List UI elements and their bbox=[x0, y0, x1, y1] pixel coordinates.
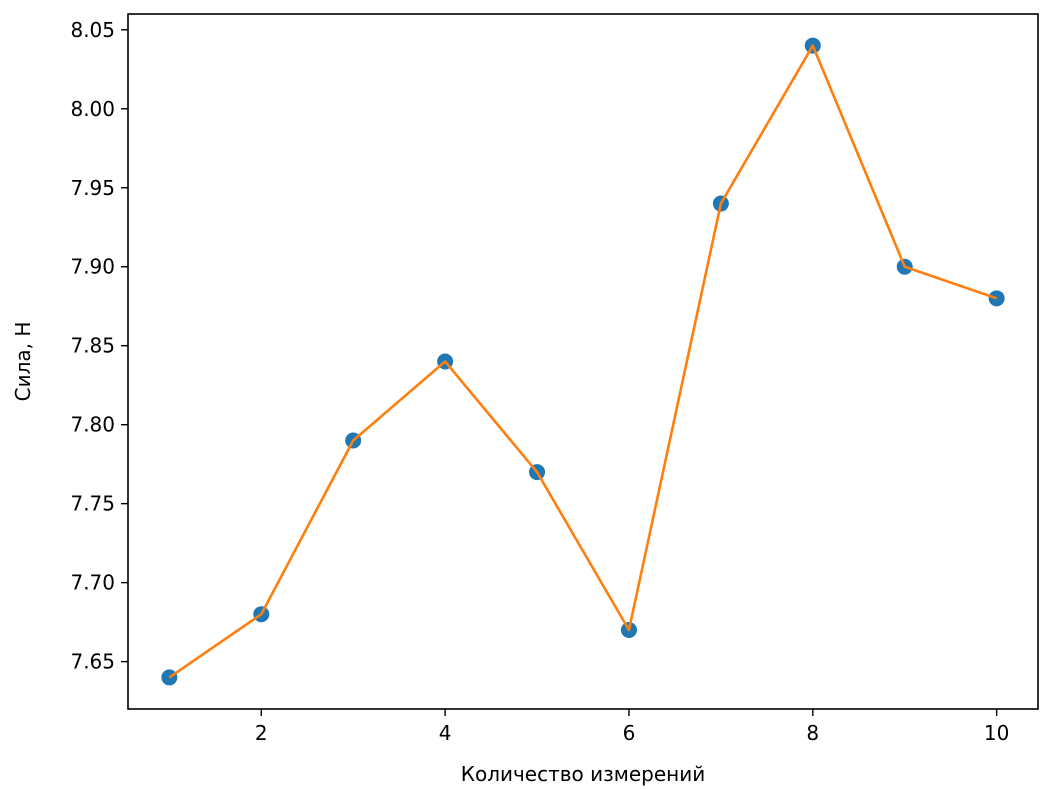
y-tick-label: 7.90 bbox=[70, 255, 115, 279]
x-axis-label: Количество измерений bbox=[461, 762, 705, 786]
series-line bbox=[168, 44, 998, 679]
x-tick-label: 8 bbox=[806, 721, 819, 745]
y-tick-label: 7.65 bbox=[70, 650, 115, 674]
axis-ticks: 2 4 6 8 10 7.65 7.70 7.75 7.80 7.85 7.90 7.95 8.00 8.… bbox=[70, 18, 1009, 745]
y-tick-label: 7.85 bbox=[70, 334, 115, 358]
x-tick-label: 6 bbox=[623, 721, 636, 745]
y-tick-label: 7.95 bbox=[70, 176, 115, 200]
plot-frame bbox=[127, 13, 1039, 710]
y-tick-label: 8.00 bbox=[70, 97, 115, 121]
plot-area bbox=[127, 13, 1039, 710]
y-axis-label: Сила, Н bbox=[11, 322, 35, 402]
x-tick-label: 4 bbox=[439, 721, 452, 745]
y-tick-label: 7.75 bbox=[70, 492, 115, 516]
y-tick-label: 8.05 bbox=[70, 18, 115, 42]
x-tick-label: 10 bbox=[984, 721, 1009, 745]
y-tick-label: 7.70 bbox=[70, 571, 115, 595]
y-tick-label: 7.80 bbox=[70, 413, 115, 437]
x-tick-label: 2 bbox=[255, 721, 268, 745]
